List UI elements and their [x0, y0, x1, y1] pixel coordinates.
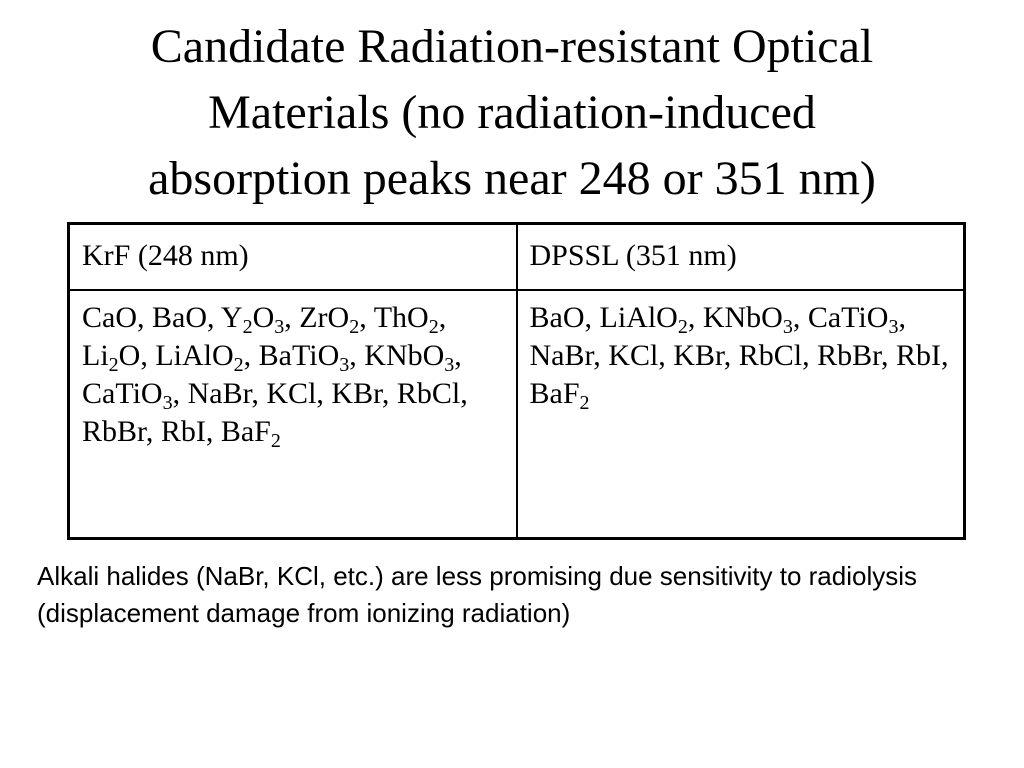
header-dpssl: DPSSL (351 nm)	[515, 222, 966, 291]
chemical-formula: RbI	[160, 415, 206, 448]
krf-materials-cell: CaO, BaO, Y2O3, ZrO2, ThO2, Li2O, LiAlO2…	[67, 289, 518, 540]
chemical-formula: BaF2	[220, 415, 281, 452]
materials-table: KrF (248 nm) DPSSL (351 nm) CaO, BaO, Y2…	[67, 222, 966, 540]
chemical-formula: KNbO3	[364, 339, 455, 376]
chemical-formula: BaO	[529, 301, 585, 334]
table-row: CaO, BaO, Y2O3, ZrO2, ThO2, Li2O, LiAlO2…	[67, 289, 966, 540]
chemical-formula: BaTiO3	[258, 339, 350, 376]
dpssl-materials-cell: BaO, LiAlO2, KNbO3, CaTiO3, NaBr, KCl, K…	[515, 289, 966, 540]
chemical-formula: RbBr	[82, 415, 146, 448]
table-header-row: KrF (248 nm) DPSSL (351 nm)	[67, 222, 966, 291]
chemical-formula: RbCl	[738, 339, 803, 372]
header-krf: KrF (248 nm)	[67, 222, 518, 291]
chemical-formula: KBr	[673, 339, 724, 372]
title-line-3: absorption peaks near 248 or 351 nm)	[148, 152, 876, 205]
chemical-formula: LiAlO2	[599, 301, 688, 338]
chemical-formula: KCl	[608, 339, 659, 372]
chemical-formula: CaO	[82, 301, 137, 334]
title-line-2: Materials (no radiation-induced	[208, 86, 816, 139]
chemical-formula: Li2O	[82, 339, 141, 376]
title-line-1: Candidate Radiation-resistant Optical	[150, 20, 874, 73]
chemical-formula: CaTiO3	[807, 301, 899, 338]
slide-title: Candidate Radiation-resistant Optical Ma…	[40, 14, 984, 212]
chemical-formula: NaBr	[529, 339, 594, 372]
chemical-formula: ZrO2	[299, 301, 360, 338]
chemical-formula: RbCl	[396, 377, 461, 410]
chemical-formula: Y2O3	[220, 301, 285, 338]
chemical-formula: RbI	[895, 339, 941, 372]
footnote-text: Alkali halides (NaBr, KCl, etc.) are les…	[37, 561, 918, 628]
chemical-formula: BaF2	[529, 377, 590, 414]
chemical-formula: LiAlO2	[155, 339, 244, 376]
chemical-formula: CaTiO3	[82, 377, 173, 414]
chemical-formula: ThO2	[373, 301, 439, 338]
chemical-formula: NaBr	[187, 377, 252, 410]
chemical-formula: KCl	[266, 377, 317, 410]
chemical-formula: KNbO3	[702, 301, 793, 338]
chemical-formula: BaO	[152, 301, 207, 334]
chemical-formula: KBr	[331, 377, 382, 410]
chemical-formula: RbBr	[817, 339, 881, 372]
